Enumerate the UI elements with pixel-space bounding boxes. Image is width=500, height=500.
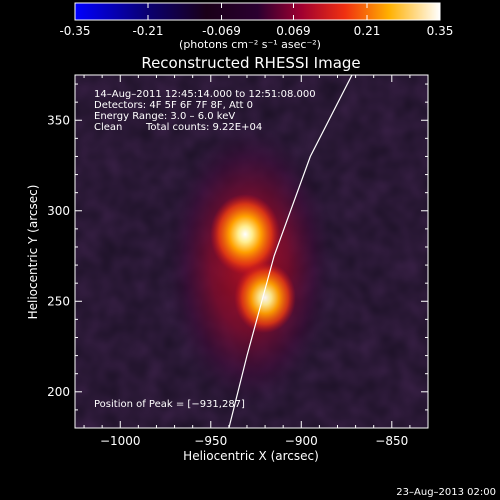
y-tick-label: 200 xyxy=(47,385,70,399)
emission-sources xyxy=(210,194,296,334)
footer-date: 23–Aug–2013 02:00 xyxy=(396,487,496,498)
annotation-time-range: 14–Aug–2011 12:45:14.000 to 12:51:08.000 xyxy=(94,89,316,100)
y-tick-label: 350 xyxy=(47,113,70,127)
colorbar-tick-label: -0.21 xyxy=(132,24,163,38)
x-axis-title: Heliocentric X (arcsec) xyxy=(183,449,319,463)
annotation-block: 14–Aug–2011 12:45:14.000 to 12:51:08.000… xyxy=(94,89,316,410)
x-tick-label: −950 xyxy=(194,434,227,448)
x-tick-label: −1000 xyxy=(100,434,141,448)
y-axis-title: Heliocentric Y (arcsec) xyxy=(26,185,40,320)
y-tick-label: 300 xyxy=(47,204,70,218)
chart-title: Reconstructed RHESSI Image xyxy=(141,54,360,72)
colorbar-tick-label: 0.21 xyxy=(354,24,381,38)
annotation-energy-range: Energy Range: 3.0 – 6.0 keV xyxy=(94,111,235,122)
emission-source xyxy=(210,194,281,275)
colorbar-units: (photons cm⁻² s⁻¹ asec⁻²) xyxy=(179,38,321,51)
axis-ticks: −1000 −950 −900 −850 200 250 300 350 xyxy=(47,75,429,448)
annotation-total-counts: Total counts: 9.22E+04 xyxy=(145,122,262,133)
colorbar-gradient xyxy=(74,2,441,21)
x-tick-label: −900 xyxy=(285,434,318,448)
annotation-detectors: Detectors: 4F 5F 6F 7F 8F, Att 0 xyxy=(94,100,253,111)
x-tick-label: −850 xyxy=(375,434,408,448)
annotation-method: Clean xyxy=(94,122,122,133)
plot-frame xyxy=(74,74,429,429)
colorbar-tick-label: -0.35 xyxy=(59,24,90,38)
colorbar-tick-label: -0.069 xyxy=(202,24,241,38)
colorbar: -0.35 -0.21 -0.069 0.069 0.21 0.35 (photons c… xyxy=(59,2,453,51)
y-tick-label: 250 xyxy=(47,294,70,308)
emission-source xyxy=(234,262,296,334)
colorbar-tick-label: 0.35 xyxy=(427,24,454,38)
annotation-peak-position: Position of Peak = [−931,287] xyxy=(94,399,245,410)
colorbar-ticks: -0.35 -0.21 -0.069 0.069 0.21 0.35 xyxy=(59,3,453,38)
colorbar-tick-label: 0.069 xyxy=(276,24,310,38)
plot-area: −1000 −950 −900 −850 200 250 300 350 xyxy=(47,74,429,448)
solar-limb-curve xyxy=(228,75,353,428)
